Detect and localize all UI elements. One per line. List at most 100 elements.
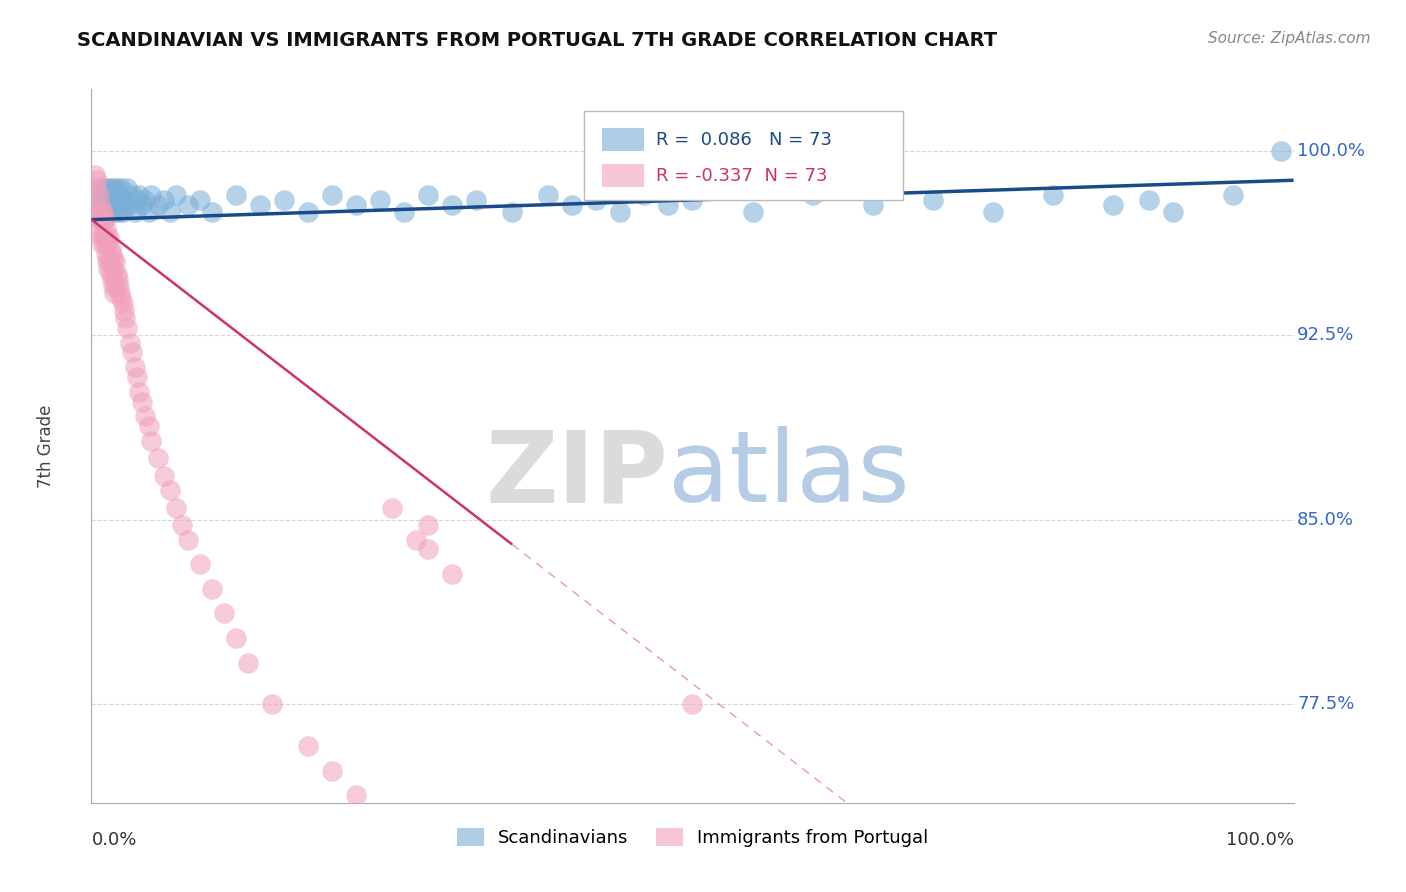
Point: [98, 254, 121, 268]
Point: [141, 434, 163, 448]
Text: SCANDINAVIAN VS IMMIGRANTS FROM PORTUGAL 7TH GRADE CORRELATION CHART: SCANDINAVIAN VS IMMIGRANTS FROM PORTUGAL…: [77, 31, 997, 50]
Point: [114, 311, 136, 326]
Point: [117, 180, 139, 194]
Point: [128, 188, 150, 202]
Point: [90, 230, 112, 244]
Point: [201, 205, 224, 219]
Point: [165, 500, 187, 515]
Point: [108, 188, 131, 202]
Point: [170, 517, 193, 532]
Point: [110, 198, 132, 212]
Point: [152, 193, 174, 207]
Point: [1161, 205, 1184, 219]
Point: [107, 205, 129, 219]
Point: [101, 279, 124, 293]
Point: [1222, 188, 1244, 202]
Point: [112, 193, 135, 207]
Point: [111, 296, 134, 310]
Point: [84, 169, 107, 183]
Point: [188, 193, 211, 207]
Point: [110, 291, 132, 305]
Point: [94, 205, 117, 219]
Point: [89, 222, 111, 236]
Point: [87, 188, 110, 202]
Point: [114, 198, 136, 212]
Point: [103, 205, 125, 219]
Point: [96, 230, 118, 244]
Point: [188, 557, 211, 571]
Point: [93, 237, 115, 252]
Point: [93, 205, 115, 219]
Point: [96, 188, 118, 202]
Point: [105, 267, 128, 281]
Point: [100, 267, 122, 281]
Point: [86, 188, 108, 202]
Point: [105, 180, 128, 194]
Point: [84, 180, 107, 194]
Point: [124, 360, 146, 375]
Point: [1137, 193, 1160, 207]
Point: [107, 271, 129, 285]
Point: [93, 212, 115, 227]
Point: [416, 517, 439, 532]
Point: [91, 205, 114, 219]
Point: [104, 279, 127, 293]
Point: [141, 188, 163, 202]
Point: [94, 180, 117, 194]
Point: [201, 582, 224, 596]
Text: 100.0%: 100.0%: [1298, 142, 1365, 160]
Point: [101, 271, 124, 285]
Point: [501, 205, 523, 219]
Point: [90, 205, 112, 219]
Point: [225, 188, 247, 202]
Point: [297, 205, 319, 219]
Point: [146, 451, 169, 466]
Point: [101, 254, 124, 268]
Point: [117, 321, 139, 335]
Point: [212, 607, 235, 621]
Text: 92.5%: 92.5%: [1298, 326, 1354, 344]
Text: R = -0.337  N = 73: R = -0.337 N = 73: [657, 167, 828, 185]
Text: 0.0%: 0.0%: [91, 831, 136, 849]
Point: [681, 193, 703, 207]
Point: [537, 188, 560, 202]
Text: 7th Grade: 7th Grade: [37, 404, 55, 488]
Point: [90, 180, 112, 194]
Point: [101, 247, 124, 261]
Text: ZIP: ZIP: [485, 426, 668, 523]
Point: [681, 698, 703, 712]
Point: [146, 198, 169, 212]
Point: [260, 698, 283, 712]
Point: [176, 533, 198, 547]
Point: [297, 739, 319, 754]
Text: 85.0%: 85.0%: [1298, 511, 1354, 529]
Point: [103, 286, 125, 301]
Point: [97, 237, 120, 252]
Point: [97, 261, 120, 276]
Point: [98, 230, 121, 244]
Point: [138, 205, 160, 219]
Point: [134, 409, 156, 424]
Point: [416, 542, 439, 557]
Point: [1102, 198, 1125, 212]
Legend: Scandinavians, Immigrants from Portugal: Scandinavians, Immigrants from Portugal: [450, 821, 935, 855]
Point: [131, 394, 153, 409]
Point: [100, 193, 122, 207]
Point: [633, 188, 655, 202]
Point: [801, 188, 824, 202]
Point: [98, 180, 121, 194]
Point: [225, 631, 247, 645]
Point: [368, 193, 391, 207]
Point: [112, 303, 135, 318]
Point: [862, 198, 884, 212]
Point: [249, 198, 271, 212]
Point: [321, 188, 343, 202]
Point: [98, 205, 121, 219]
Point: [111, 205, 134, 219]
Point: [93, 230, 115, 244]
Point: [465, 193, 488, 207]
Point: [416, 188, 439, 202]
Point: [657, 198, 679, 212]
Point: [93, 193, 115, 207]
Point: [91, 237, 114, 252]
